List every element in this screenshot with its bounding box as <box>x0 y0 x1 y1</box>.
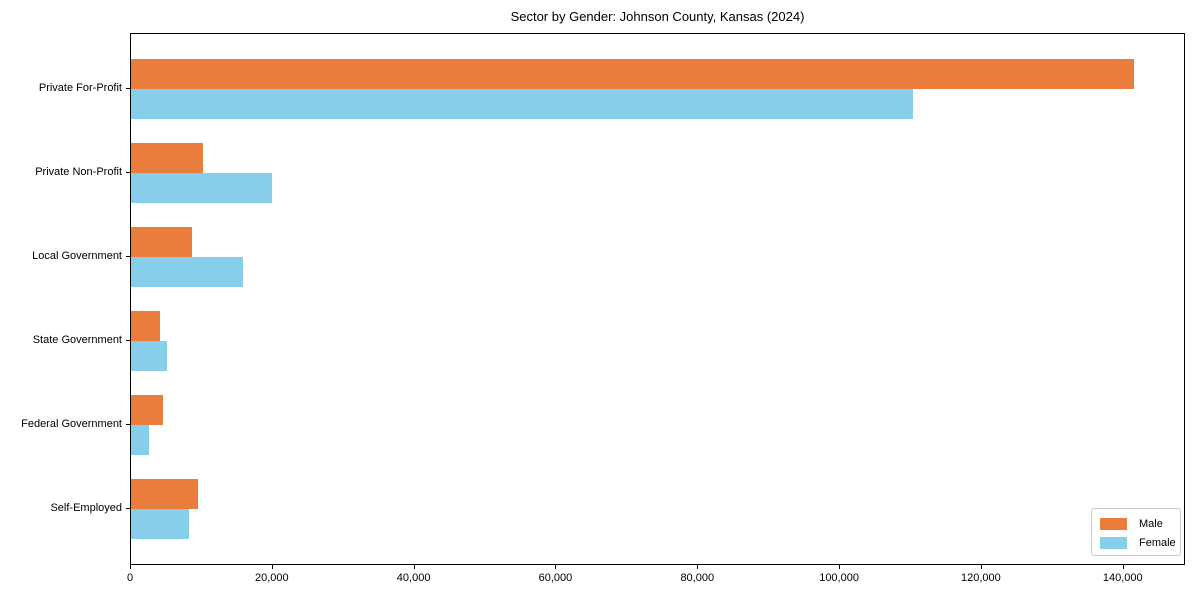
y-tick-state-government <box>126 340 130 341</box>
y-axis-label-federal-government: Federal Government <box>21 418 122 430</box>
bar-female-self-employed <box>131 509 190 539</box>
bar-female-federal-government <box>131 425 149 455</box>
x-tick-6 <box>980 565 982 569</box>
bar-female-private-for-profit <box>131 89 914 119</box>
x-tick-label-0: 0 <box>126 572 134 584</box>
x-tick-2 <box>413 565 415 569</box>
y-axis-label-local-government: Local Government <box>32 250 122 262</box>
bar-female-local-government <box>131 257 244 287</box>
bar-male-private-for-profit <box>131 59 1135 89</box>
x-tick-label-4: 80,000 <box>680 572 715 584</box>
x-tick-label-7: 140,000 <box>1102 572 1143 584</box>
x-tick-label-5: 100,000 <box>819 572 859 584</box>
y-tick-local-government <box>126 256 130 257</box>
x-tick-3 <box>555 565 557 569</box>
y-tick-self-employed <box>126 508 130 509</box>
bar-male-self-employed <box>131 479 198 509</box>
y-tick-private-for-profit <box>126 88 130 89</box>
bar-male-federal-government <box>131 395 163 425</box>
bar-male-state-government <box>131 311 161 341</box>
bar-female-private-non-profit <box>131 173 273 203</box>
y-tick-federal-government <box>126 424 130 425</box>
y-axis-label-private-non-profit: Private Non-Profit <box>35 166 122 178</box>
bar-male-private-non-profit <box>131 143 203 173</box>
x-tick-7 <box>1122 565 1124 569</box>
x-tick-1 <box>271 565 273 569</box>
x-tick-5 <box>839 565 841 569</box>
plot-area <box>130 33 1185 565</box>
legend-entry-male: Male <box>1100 514 1180 533</box>
bar-male-local-government <box>131 227 192 257</box>
y-tick-private-non-profit <box>126 172 130 173</box>
legend-label-female: Female <box>1139 536 1176 549</box>
x-tick-label-3: 60,000 <box>538 572 573 584</box>
x-tick-0 <box>130 565 131 569</box>
legend-swatch-female <box>1100 536 1127 549</box>
legend-swatch-male <box>1100 517 1127 530</box>
chart-title: Sector by Gender: Johnson County, Kansas… <box>510 9 805 24</box>
legend-entry-female: Female <box>1100 533 1180 552</box>
x-tick-label-2: 40,000 <box>396 572 431 584</box>
x-tick-label-1: 20,000 <box>254 572 289 584</box>
y-axis-label-self-employed: Self-Employed <box>50 502 122 514</box>
y-axis-label-private-for-profit: Private For-Profit <box>38 82 122 94</box>
bar-female-state-government <box>131 341 168 371</box>
legend: Male Female <box>1091 508 1181 556</box>
x-tick-label-6: 120,000 <box>961 572 1001 584</box>
legend-label-male: Male <box>1139 517 1163 530</box>
y-axis-label-state-government: State Government <box>32 334 122 346</box>
x-tick-4 <box>697 565 699 569</box>
